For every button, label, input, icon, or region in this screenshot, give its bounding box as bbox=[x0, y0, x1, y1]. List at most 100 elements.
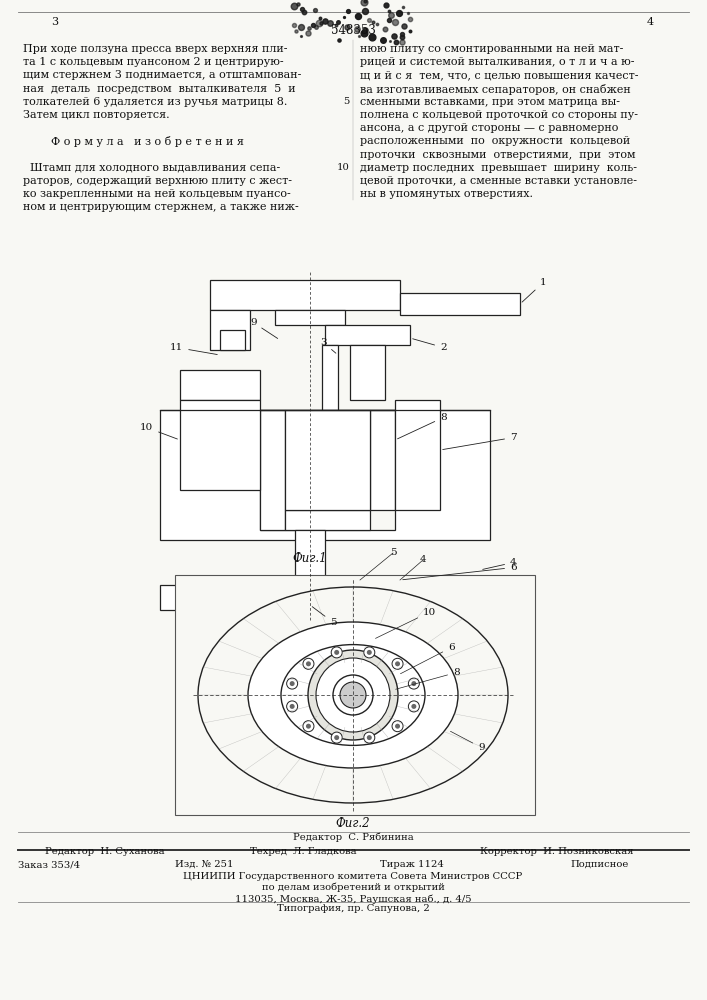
Text: Фиг.1: Фиг.1 bbox=[293, 552, 327, 565]
Text: цевой проточки, а сменные вставки установле-: цевой проточки, а сменные вставки устано… bbox=[360, 176, 637, 186]
Text: по делам изобретений и открытий: по делам изобретений и открытий bbox=[262, 883, 445, 892]
Bar bbox=[180, 400, 260, 490]
Circle shape bbox=[331, 732, 342, 743]
Text: щ и й с я  тем, что, с целью повышения качест-: щ и й с я тем, что, с целью повышения ка… bbox=[360, 70, 638, 80]
Circle shape bbox=[334, 735, 339, 740]
Bar bbox=[220, 330, 245, 350]
Circle shape bbox=[308, 650, 398, 740]
Circle shape bbox=[367, 735, 372, 740]
Circle shape bbox=[334, 650, 339, 655]
Text: 4: 4 bbox=[420, 555, 426, 564]
Text: 3: 3 bbox=[320, 338, 336, 353]
Bar bbox=[210, 310, 250, 350]
Bar bbox=[160, 585, 490, 610]
Bar bbox=[180, 370, 260, 400]
Text: проточки  сквозными  отверстиями,  при  этом: проточки сквозными отверстиями, при этом bbox=[360, 150, 636, 160]
Text: Штамп для холодного выдавливания сепа-: Штамп для холодного выдавливания сепа- bbox=[23, 163, 280, 173]
Text: рицей и системой выталкивания, о т л и ч а ю-: рицей и системой выталкивания, о т л и ч… bbox=[360, 57, 634, 67]
Text: 6: 6 bbox=[403, 563, 517, 580]
Text: При ходе ползуна пресса вверх верхняя пли-: При ходе ползуна пресса вверх верхняя пл… bbox=[23, 44, 288, 54]
Circle shape bbox=[340, 682, 366, 708]
Text: 4: 4 bbox=[483, 558, 517, 569]
Circle shape bbox=[331, 647, 342, 658]
Circle shape bbox=[409, 701, 419, 712]
Bar bbox=[260, 410, 285, 530]
Bar bbox=[210, 280, 400, 310]
Text: 10: 10 bbox=[375, 608, 436, 638]
Text: сменными вставками, при этом матрица вы-: сменными вставками, при этом матрица вы- bbox=[360, 97, 620, 107]
Bar bbox=[395, 400, 440, 510]
Text: ЦНИИПИ Государственного комитета Совета Министров СССР: ЦНИИПИ Государственного комитета Совета … bbox=[183, 872, 522, 881]
Text: 1: 1 bbox=[522, 278, 547, 302]
Bar bbox=[275, 590, 345, 605]
Text: диаметр последних  превышает  ширину  коль-: диаметр последних превышает ширину коль- bbox=[360, 163, 637, 173]
Text: нюю плиту со смонтированными на ней мат-: нюю плиту со смонтированными на ней мат- bbox=[360, 44, 624, 54]
Text: Фиг.2: Фиг.2 bbox=[336, 817, 370, 830]
Text: щим стержнем 3 поднимается, а отштампован-: щим стержнем 3 поднимается, а отштампова… bbox=[23, 70, 301, 80]
Bar bbox=[295, 530, 325, 590]
Bar bbox=[175, 575, 535, 815]
Circle shape bbox=[367, 650, 372, 655]
Circle shape bbox=[286, 701, 298, 712]
Circle shape bbox=[316, 658, 390, 732]
Text: 548353: 548353 bbox=[331, 23, 375, 36]
Text: ко закрепленными на ней кольцевым пуансо-: ко закрепленными на ней кольцевым пуансо… bbox=[23, 189, 291, 199]
Bar bbox=[260, 410, 395, 530]
Text: 9: 9 bbox=[450, 731, 484, 752]
Text: Тираж 1124: Тираж 1124 bbox=[380, 860, 444, 869]
Text: Редактор  Н. Суханова: Редактор Н. Суханова bbox=[45, 847, 165, 856]
Text: ва изготавливаемых сепараторов, он снабжен: ва изготавливаемых сепараторов, он снабж… bbox=[360, 84, 631, 95]
Bar bbox=[325, 325, 410, 345]
Bar bbox=[400, 293, 520, 315]
Text: 113035, Москва, Ж-35, Раушская наб., д. 4/5: 113035, Москва, Ж-35, Раушская наб., д. … bbox=[235, 894, 472, 904]
Bar bbox=[160, 585, 490, 610]
Circle shape bbox=[290, 704, 295, 709]
Text: 8: 8 bbox=[397, 413, 447, 439]
Bar bbox=[325, 325, 410, 345]
Circle shape bbox=[306, 724, 311, 729]
Circle shape bbox=[364, 647, 375, 658]
Circle shape bbox=[364, 732, 375, 743]
Text: Заказ 353/4: Заказ 353/4 bbox=[18, 860, 80, 869]
Text: ная  деталь  посредством  выталкивателя  5  и: ная деталь посредством выталкивателя 5 и bbox=[23, 84, 296, 94]
Bar bbox=[160, 410, 490, 540]
Text: Затем цикл повторяется.: Затем цикл повторяется. bbox=[23, 110, 170, 120]
Text: 4: 4 bbox=[646, 17, 653, 27]
Bar bbox=[210, 280, 400, 310]
Bar bbox=[350, 345, 385, 400]
Ellipse shape bbox=[281, 645, 425, 745]
Bar bbox=[285, 510, 370, 530]
Circle shape bbox=[392, 721, 403, 732]
Text: 5: 5 bbox=[390, 548, 397, 557]
Circle shape bbox=[306, 661, 311, 666]
Bar bbox=[285, 510, 370, 530]
Ellipse shape bbox=[248, 622, 458, 768]
Text: 11: 11 bbox=[170, 343, 217, 355]
Circle shape bbox=[286, 678, 298, 689]
Text: Корректор  И. Позниковская: Корректор И. Позниковская bbox=[480, 847, 633, 856]
Bar bbox=[275, 310, 345, 325]
Text: раторов, содержащий верхнюю плиту с жест-: раторов, содержащий верхнюю плиту с жест… bbox=[23, 176, 292, 186]
Circle shape bbox=[303, 721, 314, 732]
Circle shape bbox=[333, 675, 373, 715]
Text: ном и центрирующим стержнем, а также ниж-: ном и центрирующим стержнем, а также ниж… bbox=[23, 202, 299, 212]
Text: Ф о р м у л а   и з о б р е т е н и я: Ф о р м у л а и з о б р е т е н и я bbox=[23, 136, 244, 147]
Circle shape bbox=[395, 661, 400, 666]
Text: полнена с кольцевой проточкой со стороны пу-: полнена с кольцевой проточкой со стороны… bbox=[360, 110, 638, 120]
Bar bbox=[322, 345, 338, 440]
Text: Подписное: Подписное bbox=[570, 860, 629, 869]
Circle shape bbox=[395, 724, 400, 729]
Bar bbox=[370, 410, 395, 510]
Text: Типография, пр. Сапунова, 2: Типография, пр. Сапунова, 2 bbox=[276, 904, 429, 913]
Text: Редактор  С. Рябинина: Редактор С. Рябинина bbox=[293, 833, 414, 842]
Text: 2: 2 bbox=[413, 339, 447, 352]
Bar bbox=[395, 400, 440, 510]
Bar bbox=[210, 310, 250, 350]
Bar bbox=[180, 370, 260, 400]
Text: Техред  Л. Гладкова: Техред Л. Гладкова bbox=[250, 847, 356, 856]
Bar bbox=[400, 293, 520, 315]
Text: 9: 9 bbox=[250, 318, 278, 338]
Text: 6: 6 bbox=[400, 643, 455, 674]
Circle shape bbox=[411, 681, 416, 686]
Circle shape bbox=[303, 658, 314, 669]
